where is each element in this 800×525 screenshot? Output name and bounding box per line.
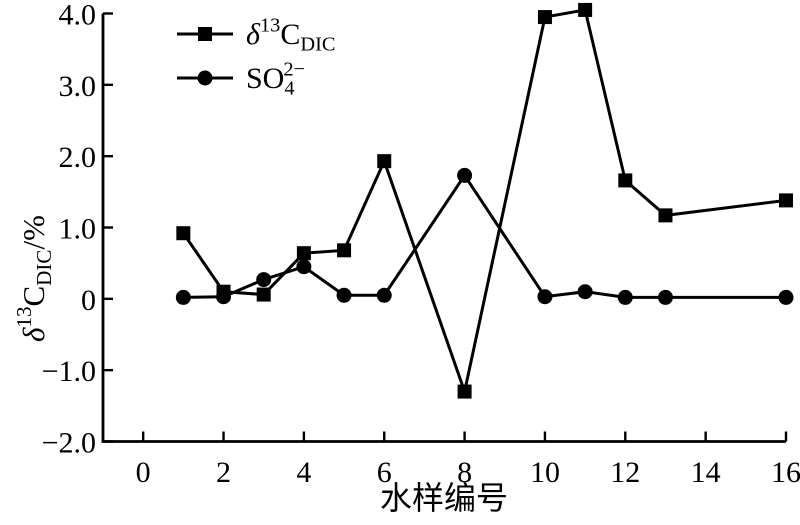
label-part: δ bbox=[16, 327, 51, 342]
data-point-square bbox=[457, 384, 472, 399]
label-part: C bbox=[16, 286, 51, 307]
series-SO4-2minus bbox=[175, 167, 794, 305]
x-tick-label: 2 bbox=[216, 456, 231, 489]
data-point-square bbox=[377, 154, 392, 169]
legend-marker-circle bbox=[197, 70, 213, 86]
data-point-square bbox=[658, 208, 673, 223]
legend-label-SO4-2minus: SO42− bbox=[246, 58, 305, 99]
data-point-circle bbox=[175, 289, 191, 305]
x-tick-label: 6 bbox=[377, 456, 392, 489]
data-point-square bbox=[618, 173, 633, 188]
x-tick-label: 4 bbox=[296, 456, 311, 489]
data-point-square bbox=[779, 193, 793, 208]
label-part: 13 bbox=[260, 14, 280, 36]
data-point-square bbox=[337, 243, 352, 258]
label-part: /% bbox=[16, 215, 51, 249]
x-tick-label: 0 bbox=[136, 456, 151, 489]
data-point-circle bbox=[617, 289, 633, 305]
data-point-square bbox=[537, 10, 552, 25]
label-part: 13 bbox=[12, 307, 36, 328]
label-part: 2− bbox=[283, 58, 305, 80]
y-tick-label: 1.0 bbox=[59, 213, 97, 246]
axes: 0 2 4 6 8 10 12 14 16 −2.0 −1.0 0 1.0 2.0 3.0 4.0 bbox=[42, 0, 800, 489]
data-point-square bbox=[176, 226, 191, 241]
x-tick-label: 12 bbox=[610, 456, 640, 489]
label-part: SO bbox=[246, 62, 284, 95]
series-line-SO4-2minus bbox=[183, 172, 786, 299]
x-tick-label: 14 bbox=[691, 456, 721, 489]
y-tick-label: 3.0 bbox=[59, 70, 97, 103]
data-point-square bbox=[296, 246, 311, 261]
data-point-circle bbox=[657, 289, 673, 305]
data-point-circle bbox=[336, 287, 352, 303]
label-part: DIC bbox=[32, 250, 56, 286]
label-part: δ bbox=[246, 18, 261, 51]
y-tick-label: 2.0 bbox=[59, 141, 97, 174]
label-part: 4 bbox=[284, 78, 294, 100]
y-tick-label: −2.0 bbox=[42, 427, 96, 460]
label-part: DIC bbox=[300, 34, 335, 56]
y-tick-label: 4.0 bbox=[59, 0, 97, 32]
data-point-circle bbox=[256, 272, 272, 288]
label-part: C bbox=[280, 18, 300, 51]
x-tick-label: 16 bbox=[771, 456, 800, 489]
data-point-circle bbox=[457, 167, 473, 183]
data-point-square bbox=[256, 287, 271, 302]
data-series bbox=[175, 2, 794, 399]
legend-item-delta13C-DIC: δ13CDIC bbox=[177, 14, 335, 56]
data-point-circle bbox=[296, 259, 312, 275]
legend-marker-square bbox=[198, 27, 212, 41]
legend-item-SO4-2minus: SO42− bbox=[177, 58, 305, 100]
legend-label-delta13C-DIC: δ13CDIC bbox=[246, 14, 335, 55]
data-point-circle bbox=[778, 289, 794, 305]
y-axis-title: δ13CDIC/% bbox=[12, 215, 56, 342]
data-point-circle bbox=[216, 289, 232, 305]
x-tick-label: 8 bbox=[457, 456, 472, 489]
data-point-square bbox=[578, 2, 593, 17]
data-point-circle bbox=[577, 284, 593, 300]
data-point-circle bbox=[376, 287, 392, 303]
y-tick-label: 0 bbox=[81, 284, 96, 317]
y-tick-label: −1.0 bbox=[42, 355, 96, 388]
x-axis-title: 水样编号 bbox=[380, 480, 508, 516]
x-tick-label: 10 bbox=[530, 456, 560, 489]
data-point-circle bbox=[537, 289, 553, 305]
y-axis-title-text: δ13CDIC/% bbox=[12, 215, 56, 342]
